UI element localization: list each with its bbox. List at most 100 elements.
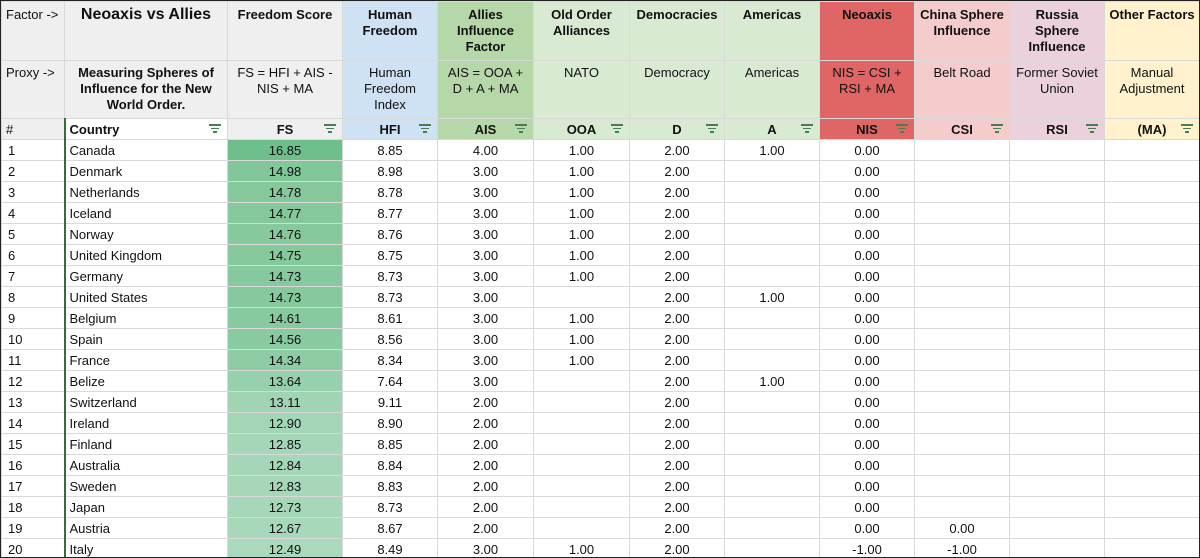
cell-country[interactable]: Belgium	[63, 307, 228, 329]
cell-nis[interactable]: 0.00	[819, 202, 915, 224]
cell-csi[interactable]	[914, 454, 1010, 476]
cell-csi[interactable]: 0.00	[914, 517, 1010, 539]
factor-header-ooa[interactable]: Old Order Alliances	[533, 1, 630, 61]
cell-rsi[interactable]	[1009, 517, 1105, 539]
cell-ais[interactable]: 4.00	[437, 139, 534, 161]
cell-country[interactable]: Finland	[63, 433, 228, 455]
cell-country[interactable]: Norway	[63, 223, 228, 245]
cell-country[interactable]: Sweden	[63, 475, 228, 497]
column-header-a[interactable]: A	[724, 118, 820, 140]
column-header-csi[interactable]: CSI	[914, 118, 1010, 140]
cell-nis[interactable]: 0.00	[819, 475, 915, 497]
cell-ais[interactable]: 3.00	[437, 349, 534, 371]
cell-d[interactable]: 2.00	[629, 265, 725, 287]
cell-country[interactable]: Switzerland	[63, 391, 228, 413]
cell-rsi[interactable]	[1009, 265, 1105, 287]
cell-country[interactable]: Iceland	[63, 202, 228, 224]
cell-a[interactable]	[724, 454, 820, 476]
cell-rsi[interactable]	[1009, 181, 1105, 203]
column-header-ais[interactable]: AIS	[437, 118, 534, 140]
cell-rsi[interactable]	[1009, 286, 1105, 308]
cell-fs[interactable]: 14.73	[227, 286, 343, 308]
cell-d[interactable]: 2.00	[629, 181, 725, 203]
cell-d[interactable]: 2.00	[629, 538, 725, 557]
cell-fs[interactable]: 14.73	[227, 265, 343, 287]
cell-rsi[interactable]	[1009, 328, 1105, 350]
cell-csi[interactable]: -1.00	[914, 538, 1010, 557]
cell-csi[interactable]	[914, 307, 1010, 329]
cell-a[interactable]	[724, 160, 820, 182]
cell-ooa[interactable]: 1.00	[533, 265, 630, 287]
factor-header-ma[interactable]: Other Factors	[1104, 1, 1199, 61]
cell-nis[interactable]: 0.00	[819, 328, 915, 350]
cell-d[interactable]: 2.00	[629, 244, 725, 266]
proxy-header-hfi[interactable]: Human Freedom Index	[342, 60, 438, 119]
proxy-header-fs[interactable]: FS = HFI + AIS - NIS + MA	[227, 60, 343, 119]
cell-ooa[interactable]: 1.00	[533, 328, 630, 350]
cell-d[interactable]: 2.00	[629, 286, 725, 308]
proxy-header-ma[interactable]: Manual Adjustment	[1104, 60, 1199, 119]
cell-rsi[interactable]	[1009, 391, 1105, 413]
cell-hfi[interactable]: 8.56	[342, 328, 438, 350]
cell-d[interactable]: 2.00	[629, 139, 725, 161]
cell-d[interactable]: 2.00	[629, 412, 725, 434]
cell-a[interactable]	[724, 265, 820, 287]
proxy-header-ais[interactable]: AIS = OOA + D + A + MA	[437, 60, 534, 119]
cell-a[interactable]	[724, 433, 820, 455]
cell-ooa[interactable]	[533, 517, 630, 539]
cell-nis[interactable]: 0.00	[819, 433, 915, 455]
cell-nis[interactable]: 0.00	[819, 244, 915, 266]
cell-ais[interactable]: 3.00	[437, 265, 534, 287]
cell-hfi[interactable]: 8.78	[342, 181, 438, 203]
column-header-ma[interactable]: (MA)	[1104, 118, 1199, 140]
cell-country[interactable]: Austria	[63, 517, 228, 539]
cell-nis[interactable]: 0.00	[819, 370, 915, 392]
factor-header-hfi[interactable]: Human Freedom	[342, 1, 438, 61]
cell-country[interactable]: Canada	[63, 139, 228, 161]
cell-rsi[interactable]	[1009, 307, 1105, 329]
cell-ais[interactable]: 2.00	[437, 454, 534, 476]
cell-csi[interactable]	[914, 160, 1010, 182]
filter-icon[interactable]	[991, 124, 1003, 134]
cell-a[interactable]: 1.00	[724, 286, 820, 308]
cell-country[interactable]: Japan	[63, 496, 228, 518]
filter-icon[interactable]	[1086, 124, 1098, 134]
cell-ais[interactable]: 3.00	[437, 307, 534, 329]
cell-a[interactable]: 1.00	[724, 139, 820, 161]
cell-ooa[interactable]: 1.00	[533, 244, 630, 266]
cell-csi[interactable]	[914, 433, 1010, 455]
cell-nis[interactable]: 0.00	[819, 139, 915, 161]
cell-nis[interactable]: 0.00	[819, 307, 915, 329]
cell-ooa[interactable]: 1.00	[533, 202, 630, 224]
cell-ooa[interactable]: 1.00	[533, 223, 630, 245]
cell-ais[interactable]: 2.00	[437, 475, 534, 497]
factor-header-nis[interactable]: Neoaxis	[819, 1, 915, 61]
proxy-header-nis[interactable]: NIS = CSI + RSI + MA	[819, 60, 915, 119]
cell-ma[interactable]	[1104, 433, 1199, 455]
cell-d[interactable]: 2.00	[629, 307, 725, 329]
cell-a[interactable]	[724, 202, 820, 224]
proxy-header-csi[interactable]: Belt Road	[914, 60, 1010, 119]
cell-csi[interactable]	[914, 391, 1010, 413]
cell-a[interactable]	[724, 412, 820, 434]
cell-country[interactable]: Netherlands	[63, 181, 228, 203]
sheet-subtitle[interactable]: Measuring Spheres of Influence for the N…	[64, 60, 228, 119]
cell-ma[interactable]	[1104, 454, 1199, 476]
cell-rsi[interactable]	[1009, 139, 1105, 161]
cell-a[interactable]	[724, 391, 820, 413]
cell-nis[interactable]: 0.00	[819, 454, 915, 476]
cell-a[interactable]	[724, 328, 820, 350]
cell-ais[interactable]: 3.00	[437, 538, 534, 557]
filter-icon[interactable]	[209, 124, 221, 134]
cell-a[interactable]	[724, 223, 820, 245]
cell-ooa[interactable]: 1.00	[533, 349, 630, 371]
cell-fs[interactable]: 12.49	[227, 538, 343, 557]
cell-nis[interactable]: 0.00	[819, 517, 915, 539]
cell-fs[interactable]: 14.56	[227, 328, 343, 350]
column-header-fs[interactable]: FS	[227, 118, 343, 140]
proxy-header-rsi[interactable]: Former Soviet Union	[1009, 60, 1105, 119]
cell-rsi[interactable]	[1009, 538, 1105, 557]
factor-header-rsi[interactable]: Russia Sphere Influence	[1009, 1, 1105, 61]
cell-d[interactable]: 2.00	[629, 160, 725, 182]
cell-nis[interactable]: 0.00	[819, 286, 915, 308]
